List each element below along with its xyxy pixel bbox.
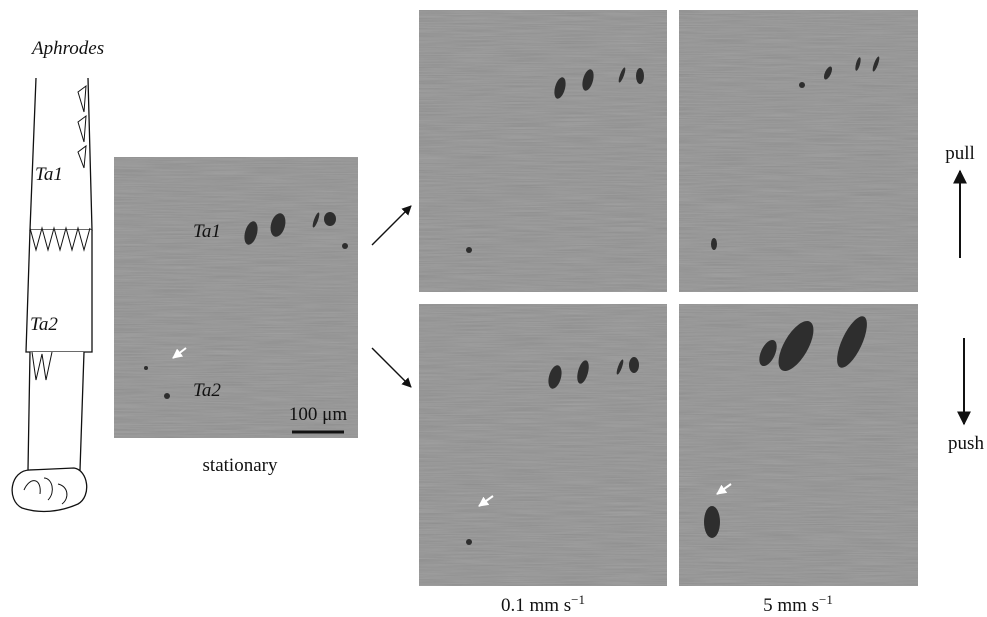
image-panel: [419, 304, 667, 586]
arrow: [371, 205, 412, 246]
speed-exponent: −1: [571, 592, 585, 607]
image-panel: [114, 157, 358, 438]
speed-exponent: −1: [819, 592, 833, 607]
footprint-label: Ta1: [193, 221, 221, 242]
speed-caption: 5 mm s−1: [763, 592, 833, 616]
footprints: [466, 56, 880, 545]
footprints: [144, 212, 348, 399]
species-label: Aphrodes: [30, 38, 104, 59]
leg-label: Ta2: [30, 314, 58, 335]
direction-label: push: [948, 433, 984, 454]
speed-caption: 0.1 mm s−1: [501, 592, 585, 616]
scale-bar-label: 100 μm: [289, 404, 347, 425]
speed-text: 0.1 mm s: [501, 595, 571, 616]
direction-label: pull: [945, 143, 975, 164]
arrow: [371, 347, 412, 388]
footprint-label: Ta2: [193, 380, 221, 401]
caption: stationary: [203, 455, 278, 476]
speed-text: 5 mm s: [763, 595, 819, 616]
image-panel: [419, 10, 667, 292]
leg-label: Ta1: [35, 164, 63, 185]
leg-drawing: [11, 77, 93, 513]
